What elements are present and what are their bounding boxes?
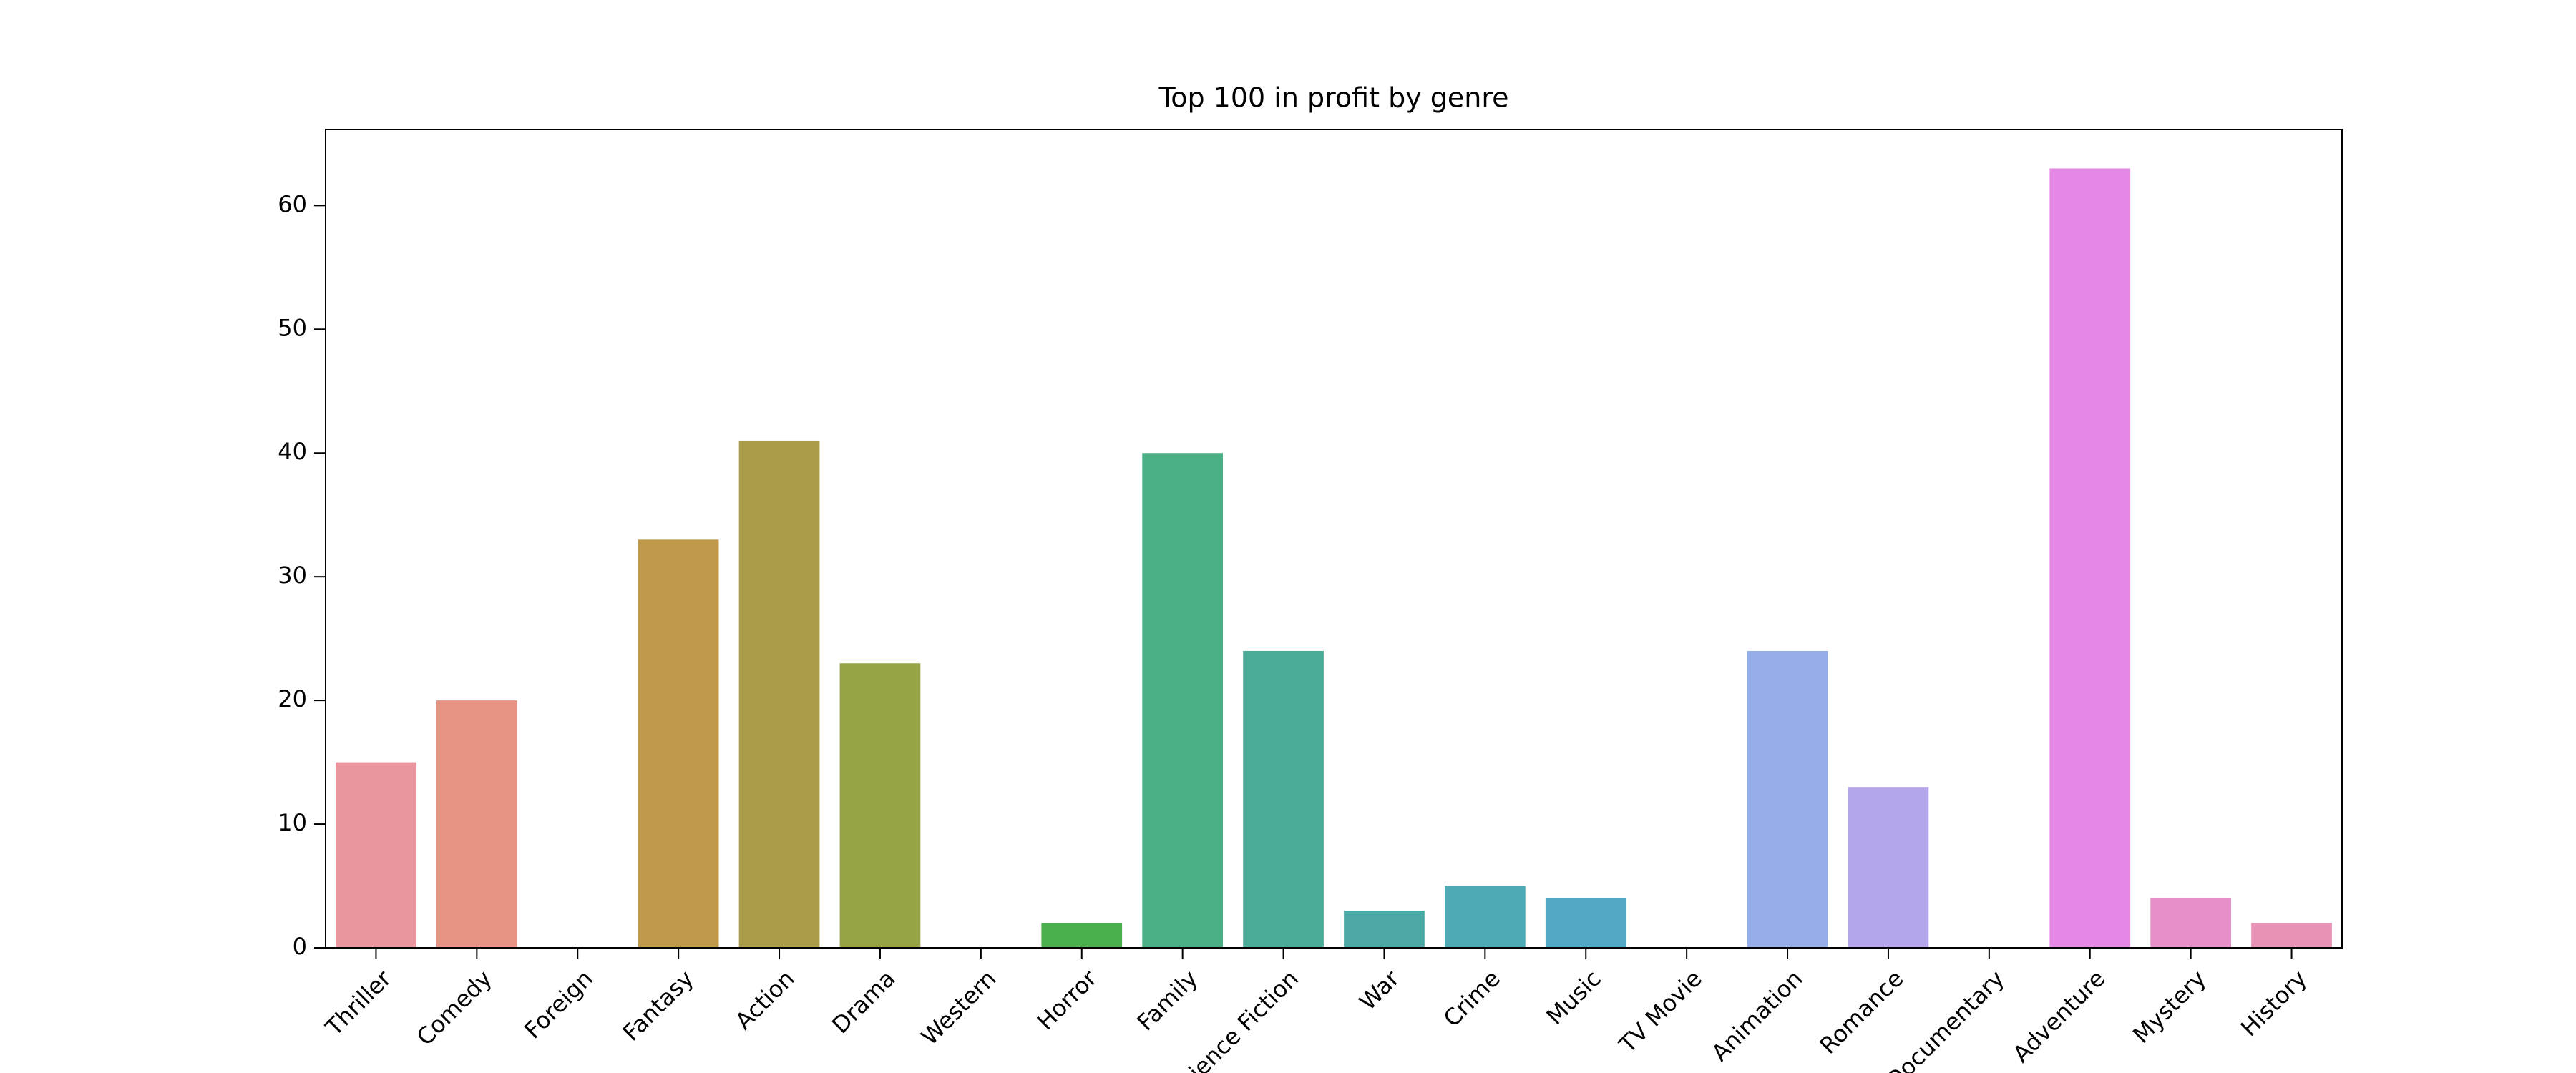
x-tick-label: Action xyxy=(730,965,800,1035)
y-tick-label: 60 xyxy=(278,190,307,217)
bar xyxy=(1142,453,1224,948)
x-tick-label: Drama xyxy=(826,965,900,1039)
y-tick-label: 40 xyxy=(278,438,307,465)
bar xyxy=(1041,923,1123,948)
bar xyxy=(1545,898,1626,948)
x-tick-label: Romance xyxy=(1815,965,1909,1059)
x-tick-label: Adventure xyxy=(2007,965,2110,1068)
x-tick-label: Mystery xyxy=(2127,965,2211,1049)
chart-title: Top 100 in profit by genre xyxy=(1158,82,1508,114)
y-tick-label: 10 xyxy=(278,809,307,836)
bar xyxy=(738,440,820,948)
bar xyxy=(1747,650,1828,948)
bar xyxy=(1344,911,1425,948)
bar xyxy=(436,700,517,948)
bar xyxy=(336,762,416,948)
bar xyxy=(2049,168,2131,948)
bar xyxy=(2251,923,2332,948)
bar xyxy=(839,663,921,948)
x-tick-label: History xyxy=(2235,965,2312,1042)
x-tick-label: Foreign xyxy=(519,965,598,1044)
x-tick-label: Family xyxy=(1132,965,1204,1037)
x-tick-label: Animation xyxy=(1706,965,1807,1067)
x-tick-label: Thriller xyxy=(320,964,397,1042)
x-tick-label: Western xyxy=(916,965,1002,1051)
bar xyxy=(1243,650,1324,948)
x-tick-label: Fantasy xyxy=(618,965,699,1047)
bar xyxy=(1848,787,1929,948)
y-tick-label: 0 xyxy=(293,933,307,960)
y-tick-label: 50 xyxy=(278,314,307,341)
plot-frame xyxy=(325,129,2343,949)
y-tick-label: 20 xyxy=(278,685,307,712)
bar xyxy=(2150,898,2232,948)
bar xyxy=(638,539,719,948)
x-tick-label: Comedy xyxy=(411,965,497,1051)
x-tick-label: Horror xyxy=(1032,964,1103,1035)
x-tick-label: Crime xyxy=(1438,965,1506,1032)
x-tick-label: TV Movie xyxy=(1614,965,1707,1059)
bar xyxy=(1444,886,1526,948)
x-tick-label: Music xyxy=(1541,965,1606,1030)
y-tick-label: 30 xyxy=(278,562,307,589)
x-tick-label: War xyxy=(1354,964,1405,1016)
